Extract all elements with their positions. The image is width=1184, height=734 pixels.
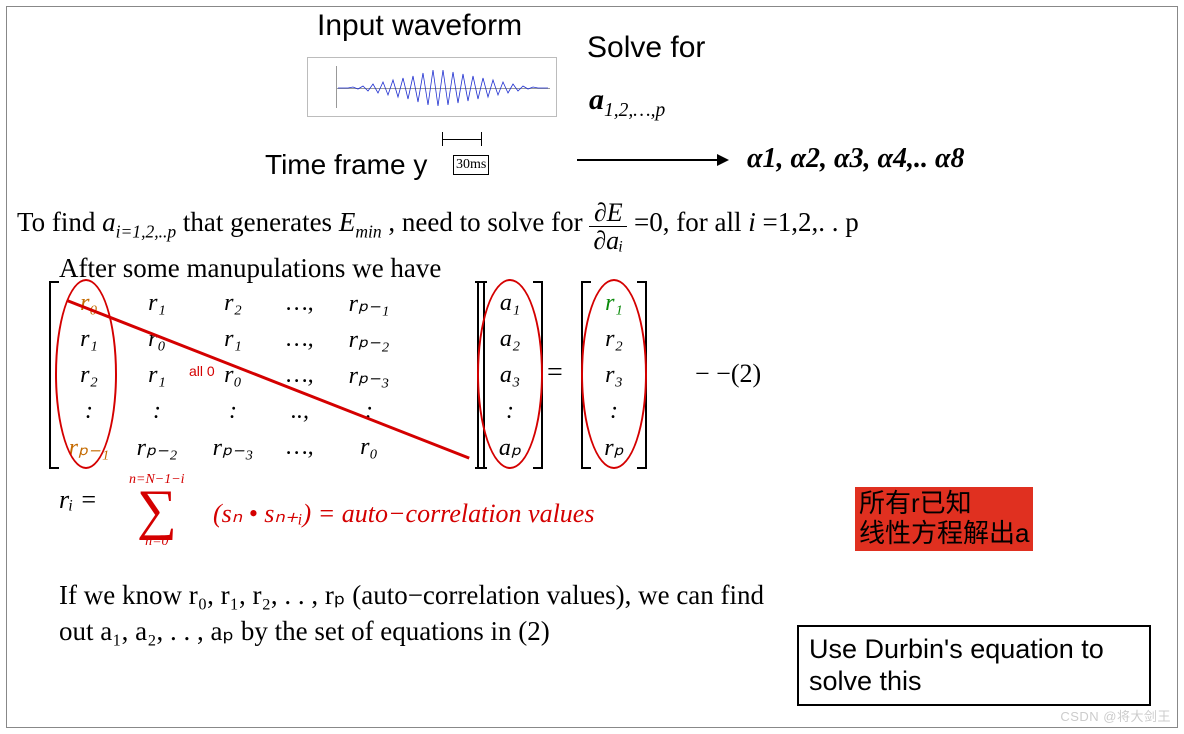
mat-cell: r₁ bbox=[148, 362, 166, 389]
time-frame-label: Time frame y bbox=[265, 149, 427, 181]
mat-cell: r₀ bbox=[360, 434, 378, 461]
a-sub-label: a1,2,…,p bbox=[589, 83, 665, 122]
tofind-Esub: min bbox=[355, 221, 381, 241]
after-manipulations: After some manupulations we have bbox=[59, 253, 441, 284]
tofind-eq0: =0, for all bbox=[634, 207, 748, 237]
arrow-icon bbox=[577, 159, 727, 161]
mat-cell: .., bbox=[291, 398, 309, 425]
a-subscript: 1,2,…,p bbox=[604, 100, 665, 121]
if-we-know-text: If we know r₀, r₁, r₂, . . , rₚ (auto−co… bbox=[59, 577, 779, 650]
mat-cell: …, bbox=[286, 290, 313, 317]
durbin-box: Use Durbin's equation to solve this bbox=[797, 625, 1151, 706]
ifweknow-l1: If we know r₀, r₁, r₂, . . , rₚ (auto−co… bbox=[59, 580, 764, 610]
chinese-line2: 线性方程解出a bbox=[859, 519, 1029, 549]
mat-cell: r₁ bbox=[224, 326, 242, 353]
mat-cell: rₚ₋₃ bbox=[213, 433, 254, 462]
chinese-highlight-box: 所有r已知 线性方程解出a bbox=[855, 487, 1033, 551]
ellipse-annotation bbox=[55, 279, 117, 469]
mat-cell: …, bbox=[286, 326, 313, 353]
time-bracket bbox=[442, 132, 482, 146]
tofind-a-sub: i=1,2,..p bbox=[116, 221, 177, 241]
mat-cell: r₁ bbox=[148, 290, 166, 317]
thirty-ms-label: 30ms bbox=[453, 155, 489, 175]
slide-frame: Input waveform Time frame y 30ms Solve f… bbox=[6, 6, 1178, 728]
mat-cell: rₚ₋₂ bbox=[137, 433, 178, 462]
matrix-equation: r₀ r₁ r₂ …, rₚ₋₁ r₁ r₀ r₁ …, rₚ₋₂ r₂ r₁ … bbox=[59, 285, 779, 465]
frac-den: ∂aᵢ bbox=[589, 227, 627, 254]
ellipse-annotation bbox=[477, 279, 543, 469]
partial-fraction: ∂E ∂aᵢ bbox=[589, 199, 627, 255]
mat-cell: rₚ₋₁ bbox=[349, 289, 390, 318]
watermark: CSDN @将大剑王 bbox=[1060, 706, 1171, 725]
tofind-mid1: that generates bbox=[183, 207, 339, 237]
ellipse-annotation bbox=[581, 279, 647, 469]
mat-cell: : bbox=[229, 398, 237, 425]
mat-cell: …, bbox=[286, 434, 313, 461]
input-waveform-label: Input waveform bbox=[317, 9, 522, 43]
tofind-prefix: To find bbox=[17, 207, 102, 237]
equation-number: − −(2) bbox=[695, 359, 761, 389]
summation-block: n=N−1−i ∑ n=0 bbox=[129, 473, 185, 549]
tofind-a: a bbox=[102, 207, 116, 237]
mat-cell: r₂ bbox=[224, 290, 242, 317]
waveform-plot bbox=[307, 57, 557, 117]
sigma-icon: ∑ bbox=[137, 487, 177, 535]
tofind-tail: =1,2,. . p bbox=[763, 207, 859, 237]
frac-num: ∂E bbox=[589, 199, 627, 227]
mat-cell: : bbox=[153, 398, 161, 425]
ri-rhs: (sₙ • sₙ₊ᵢ) = auto−correlation values bbox=[213, 499, 594, 529]
sum-lower: n=0 bbox=[145, 535, 168, 549]
all-zero-label: all 0 bbox=[189, 363, 215, 379]
alpha-list: α1, α2, α3, α4,.. α8 bbox=[747, 143, 965, 175]
solve-for-label: Solve for bbox=[587, 31, 705, 65]
ri-lhs: rᵢ = bbox=[59, 485, 97, 515]
tofind-mid2: , need to solve for bbox=[388, 207, 589, 237]
tofind-E: E bbox=[339, 207, 356, 237]
equals-sign: = bbox=[547, 357, 563, 389]
mat-cell: rₚ₋₂ bbox=[349, 325, 390, 354]
mat-cell: rₚ₋₃ bbox=[349, 361, 390, 390]
waveform-svg bbox=[308, 58, 558, 118]
to-find-line: To find ai=1,2,..p that generates Emin ,… bbox=[17, 197, 1167, 253]
a-letter: a bbox=[589, 83, 604, 116]
chinese-line1: 所有r已知 bbox=[859, 489, 1029, 519]
ifweknow-l2: out a₁, a₂, . . , aₚ by the set of equat… bbox=[59, 616, 550, 646]
mat-cell: …, bbox=[286, 362, 313, 389]
waveform-polyline bbox=[338, 70, 548, 106]
tofind-i: i bbox=[748, 207, 756, 237]
